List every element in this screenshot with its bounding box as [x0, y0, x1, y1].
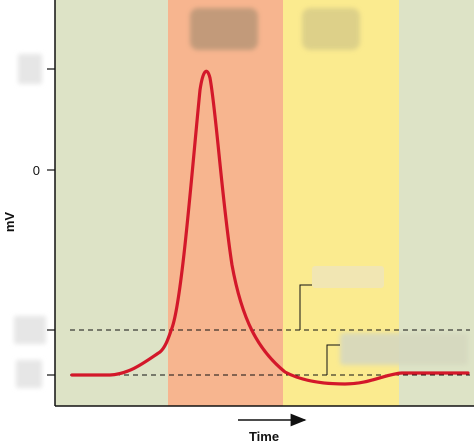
- x-axis-label: Time: [249, 429, 279, 444]
- leader-line-hyperpol: [326, 344, 340, 375]
- hidden-label-top-1: [190, 8, 258, 50]
- hidden-label-threshold: [312, 266, 384, 288]
- y-axis-label: mV: [2, 212, 17, 233]
- membrane-potential-trace: [70, 69, 470, 386]
- hidden-label-top-2: [302, 8, 360, 50]
- hidden-label-hyperpol: [340, 333, 468, 365]
- phase-band-resting-1: [55, 0, 168, 406]
- hidden-tick-label-top: [18, 54, 42, 84]
- leader-line-threshold: [299, 284, 312, 330]
- hidden-tick-label-resting: [16, 360, 42, 388]
- hidden-tick-label-threshold: [14, 316, 46, 344]
- y-zero-tick-label: 0: [33, 163, 40, 178]
